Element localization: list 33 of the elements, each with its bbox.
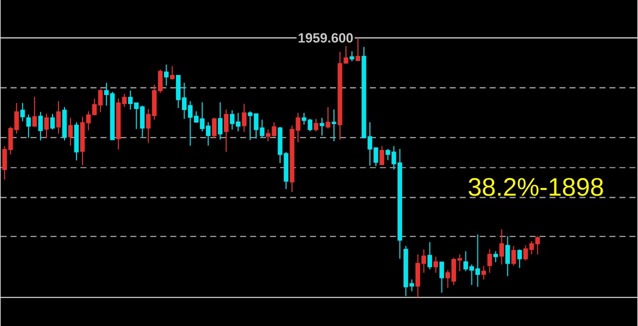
candlestick (50, 113, 55, 130)
candlestick (20, 102, 25, 122)
candlestick (320, 117, 324, 136)
candlestick (499, 228, 504, 265)
candlestick (439, 261, 444, 294)
candlestick (218, 102, 222, 140)
candlestick (487, 248, 492, 274)
candlestick (427, 241, 432, 270)
candlestick (56, 100, 61, 134)
candlestick (164, 64, 169, 86)
candlestick (332, 108, 336, 142)
candlestick (517, 248, 522, 268)
candlestick (326, 106, 330, 129)
candlestick (511, 245, 516, 266)
candlestick (433, 256, 438, 274)
candlestick (242, 103, 246, 132)
candlestick (224, 108, 228, 152)
candlestick (350, 50, 354, 62)
candlestick (44, 112, 49, 138)
candlestick (170, 65, 175, 80)
candlestick (26, 114, 31, 138)
candlestick (38, 111, 43, 141)
candlestick (493, 250, 498, 262)
candlestick (32, 96, 37, 126)
annotation: 38.2%-1898 (468, 178, 603, 196)
candlestick (356, 37, 360, 61)
candlestick (68, 117, 73, 146)
candlestick (481, 265, 486, 280)
candlestick (212, 117, 216, 138)
candlestick (314, 118, 318, 132)
candlestick (380, 145, 384, 165)
annotation: 1959.600 (298, 32, 353, 42)
candlestick (505, 235, 510, 276)
